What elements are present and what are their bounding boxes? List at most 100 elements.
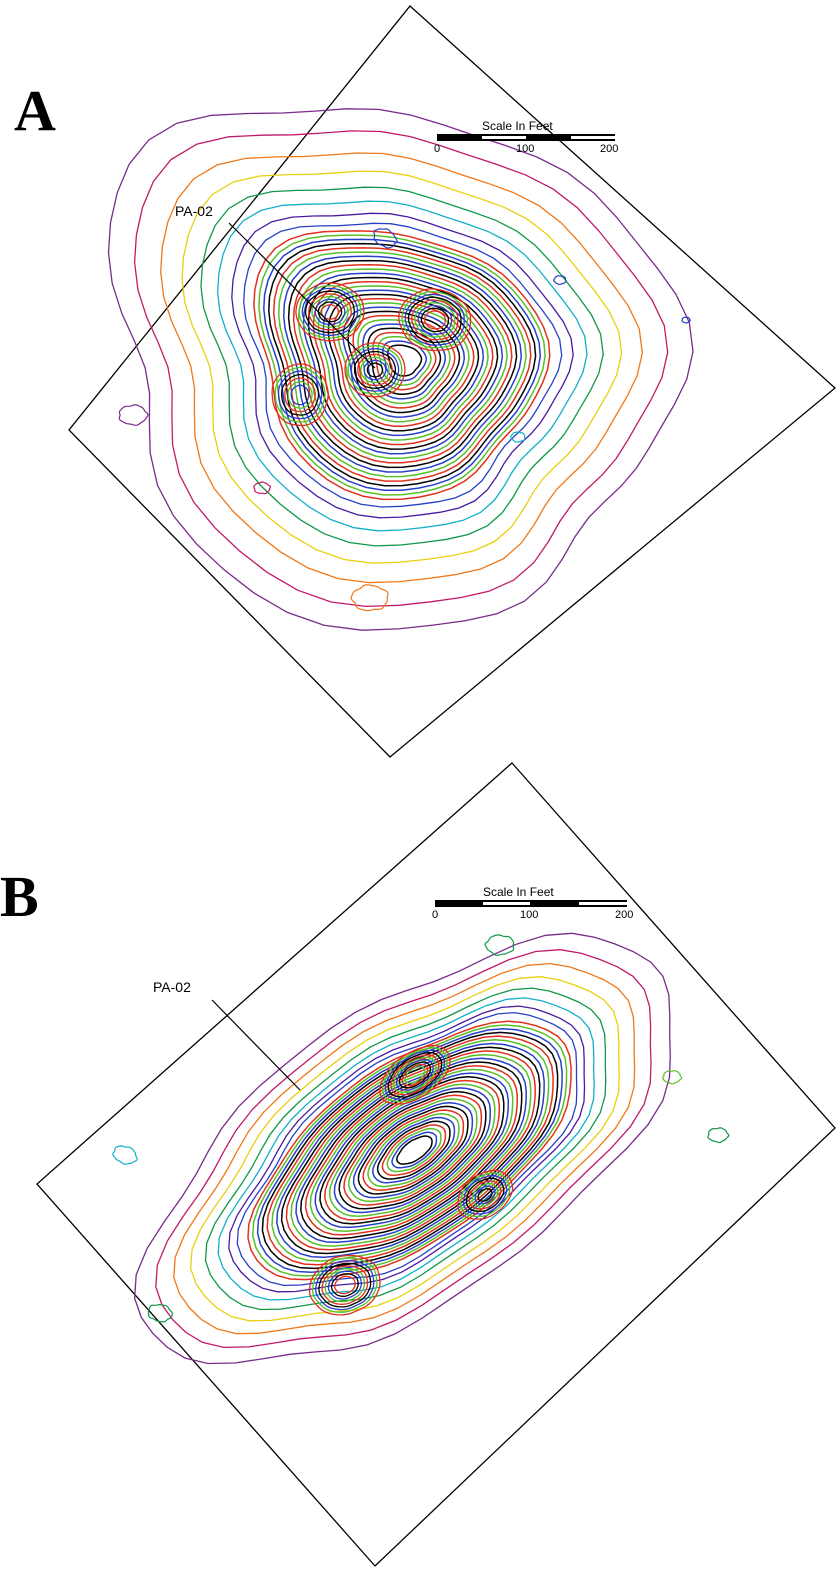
- contour-line: [263, 238, 542, 492]
- contour-line: [200, 186, 604, 547]
- contour-line: [338, 1090, 487, 1210]
- contour-line: [258, 234, 546, 496]
- contour-line: [290, 1053, 532, 1247]
- contour-line: [304, 290, 356, 334]
- contour-line: [707, 1127, 730, 1144]
- contour-line: [484, 934, 515, 956]
- contour-line: [324, 1267, 366, 1303]
- contour-line: [404, 293, 465, 346]
- contour-line: [334, 1275, 356, 1295]
- contour-line: [387, 1051, 443, 1098]
- site-boundary: [36, 762, 836, 1567]
- contour-line: [327, 1270, 363, 1300]
- contour-line: [367, 1113, 460, 1188]
- contour-line: [284, 377, 316, 413]
- contour-line: [287, 381, 313, 409]
- contour-lines: [107, 108, 694, 631]
- contour-line: [271, 363, 329, 427]
- contour-line: [204, 987, 607, 1311]
- contour-line: [379, 1044, 451, 1105]
- contour-line: [290, 384, 310, 406]
- contour-line: [353, 350, 397, 389]
- contour-line: [322, 289, 485, 437]
- contour-line: [253, 481, 271, 495]
- contour-line: [398, 288, 472, 352]
- contour-line: [366, 362, 384, 378]
- contour-line: [231, 212, 574, 519]
- contour-line: [277, 251, 527, 478]
- scale-bar: Scale In Feet 0 100 200: [432, 885, 633, 921]
- contour-line: [391, 1131, 438, 1169]
- contour-line: [460, 1172, 511, 1218]
- contour-line: [404, 1066, 426, 1084]
- contour-line: [468, 1180, 502, 1210]
- contour-line: [457, 1169, 514, 1220]
- contour-line: [420, 307, 450, 333]
- contour-line: [160, 152, 643, 584]
- contour-line: [414, 302, 456, 338]
- contour-line: [274, 366, 326, 423]
- contour-line: [301, 287, 359, 337]
- contour-line: [348, 1098, 478, 1203]
- contour-line: [277, 370, 323, 420]
- contour-line: [384, 1049, 446, 1101]
- contour-line: [474, 1185, 496, 1205]
- contour-line: [390, 1054, 440, 1096]
- contour-line: [333, 1087, 492, 1214]
- contour-line: [376, 1120, 451, 1180]
- contour-line: [315, 1260, 375, 1311]
- contour-line: [552, 275, 567, 286]
- contour-line: [411, 299, 459, 341]
- contour-line: [372, 1116, 456, 1184]
- contour-line: [367, 327, 442, 395]
- contour-line: [350, 347, 400, 392]
- contour-line: [308, 293, 352, 331]
- contour-lines: [112, 932, 730, 1365]
- contour-line: [147, 1304, 173, 1323]
- contour-line: [510, 431, 526, 443]
- contour-line: [662, 1070, 683, 1085]
- scale-bar: Scale In Feet 0 100 200: [434, 119, 618, 155]
- scale-bar-title: Scale In Feet: [483, 885, 554, 899]
- contour-line: [357, 353, 393, 387]
- contour-line: [107, 108, 694, 631]
- scale-tick-200: 200: [600, 143, 618, 155]
- contour-line: [462, 1174, 508, 1215]
- contour-line: [295, 282, 365, 342]
- contour-line: [347, 345, 403, 395]
- contour-line: [302, 272, 504, 455]
- panel-letter-a: A: [14, 78, 56, 143]
- contour-line: [381, 1124, 447, 1177]
- contour-line: [357, 1105, 469, 1195]
- contour-line: [281, 373, 320, 416]
- contour-line: [362, 1109, 465, 1191]
- scale-tick-0: 0: [432, 909, 438, 921]
- contour-line: [372, 331, 437, 391]
- contour-line: [236, 1011, 578, 1287]
- contour-map-b: Scale In Feet 0 100 200 PA-02: [36, 762, 836, 1567]
- contour-line: [396, 1059, 434, 1091]
- contour-line: [377, 336, 432, 386]
- contour-line: [133, 932, 671, 1365]
- contour-map-a: Scale In Feet 0 100 200 PA-02: [68, 5, 836, 758]
- contour-line: [173, 962, 636, 1335]
- scale-tick-200: 200: [615, 909, 633, 921]
- contour-line: [352, 314, 456, 409]
- contour-line: [477, 1188, 493, 1202]
- contour-line: [243, 222, 563, 508]
- contour-line: [373, 228, 398, 249]
- contour-line: [308, 1254, 381, 1316]
- contour-line: [190, 976, 620, 1322]
- contour-line: [216, 200, 588, 532]
- panel-letter-b: B: [0, 864, 39, 929]
- well-leader-line: [228, 222, 376, 369]
- contour-line: [381, 1047, 448, 1103]
- contour-line: [360, 356, 390, 384]
- contour-line: [311, 1257, 378, 1313]
- contour-line: [471, 1182, 499, 1207]
- scale-tick-100: 100: [520, 909, 538, 921]
- contour-line: [350, 584, 389, 612]
- contour-line: [112, 1145, 138, 1165]
- contour-line: [282, 255, 523, 473]
- contour-line: [401, 290, 469, 349]
